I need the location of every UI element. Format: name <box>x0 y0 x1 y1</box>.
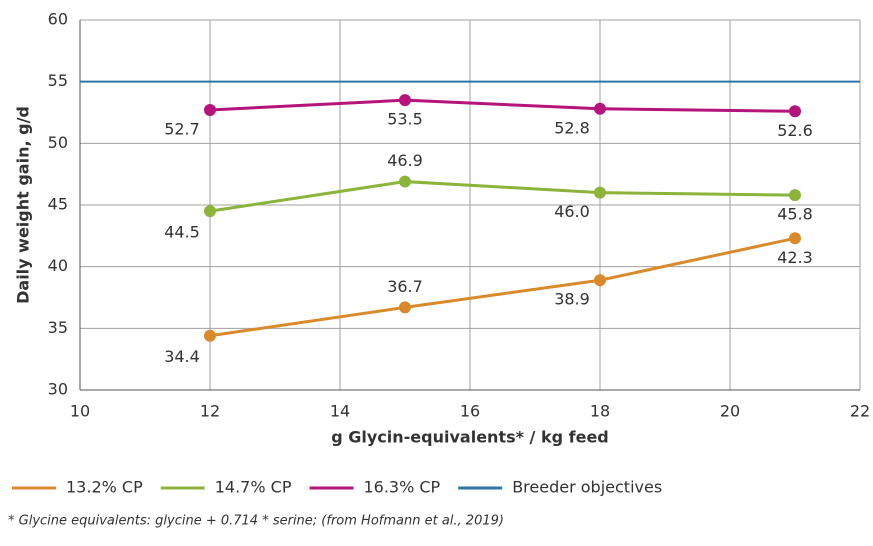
series-line <box>209 98 796 113</box>
legend-label: 13.2% CP <box>66 478 143 497</box>
footnote: * Glycine equivalents: glycine + 0.714 *… <box>8 514 504 529</box>
legend-label: 14.7% CP <box>215 478 292 497</box>
data-point <box>594 102 606 115</box>
y-tick-label: 40 <box>48 256 68 275</box>
x-tick-label: 12 <box>200 402 220 421</box>
data-point <box>789 232 801 245</box>
data-point <box>399 301 411 314</box>
data-label: 38.9 <box>554 290 590 309</box>
legend-label: 16.3% CP <box>363 478 440 497</box>
x-tick-label: 18 <box>590 402 610 421</box>
data-point <box>594 186 606 199</box>
data-label: 46.9 <box>387 151 423 170</box>
data-label: 52.6 <box>777 121 813 140</box>
y-tick-label: 35 <box>48 318 68 337</box>
data-label: 52.7 <box>164 120 200 139</box>
data-point <box>204 329 216 342</box>
data-label: 53.5 <box>387 110 423 129</box>
x-tick-label: 20 <box>720 402 740 421</box>
data-label: 45.8 <box>777 205 813 224</box>
data-label: 44.5 <box>164 223 200 242</box>
data-point <box>789 105 801 118</box>
y-tick-label: 30 <box>48 380 68 399</box>
data-point <box>204 205 216 218</box>
y-tick-label: 60 <box>48 10 68 29</box>
x-tick-label: 16 <box>460 402 480 421</box>
series-line <box>209 180 796 213</box>
legend-label: Breeder objectives <box>512 478 662 497</box>
x-tick-label: 22 <box>850 402 870 421</box>
data-label: 46.0 <box>554 202 590 221</box>
y-tick-label: 55 <box>48 71 68 90</box>
data-label: 36.7 <box>387 277 423 296</box>
data-point <box>789 189 801 202</box>
series-line <box>209 236 796 338</box>
y-axis-label: Daily weight gain, g/d <box>14 106 33 304</box>
data-point <box>399 175 411 188</box>
data-label: 52.8 <box>554 118 590 137</box>
data-label: 42.3 <box>777 248 813 267</box>
data-point <box>204 104 216 117</box>
x-axis-label: g Glycin-equivalents* / kg feed <box>331 428 609 447</box>
data-point <box>594 274 606 287</box>
data-point <box>399 94 411 107</box>
x-tick-label: 10 <box>70 402 90 421</box>
y-tick-label: 45 <box>48 195 68 214</box>
x-tick-label: 14 <box>330 402 350 421</box>
y-tick-label: 50 <box>48 133 68 152</box>
data-label: 34.4 <box>164 347 200 366</box>
